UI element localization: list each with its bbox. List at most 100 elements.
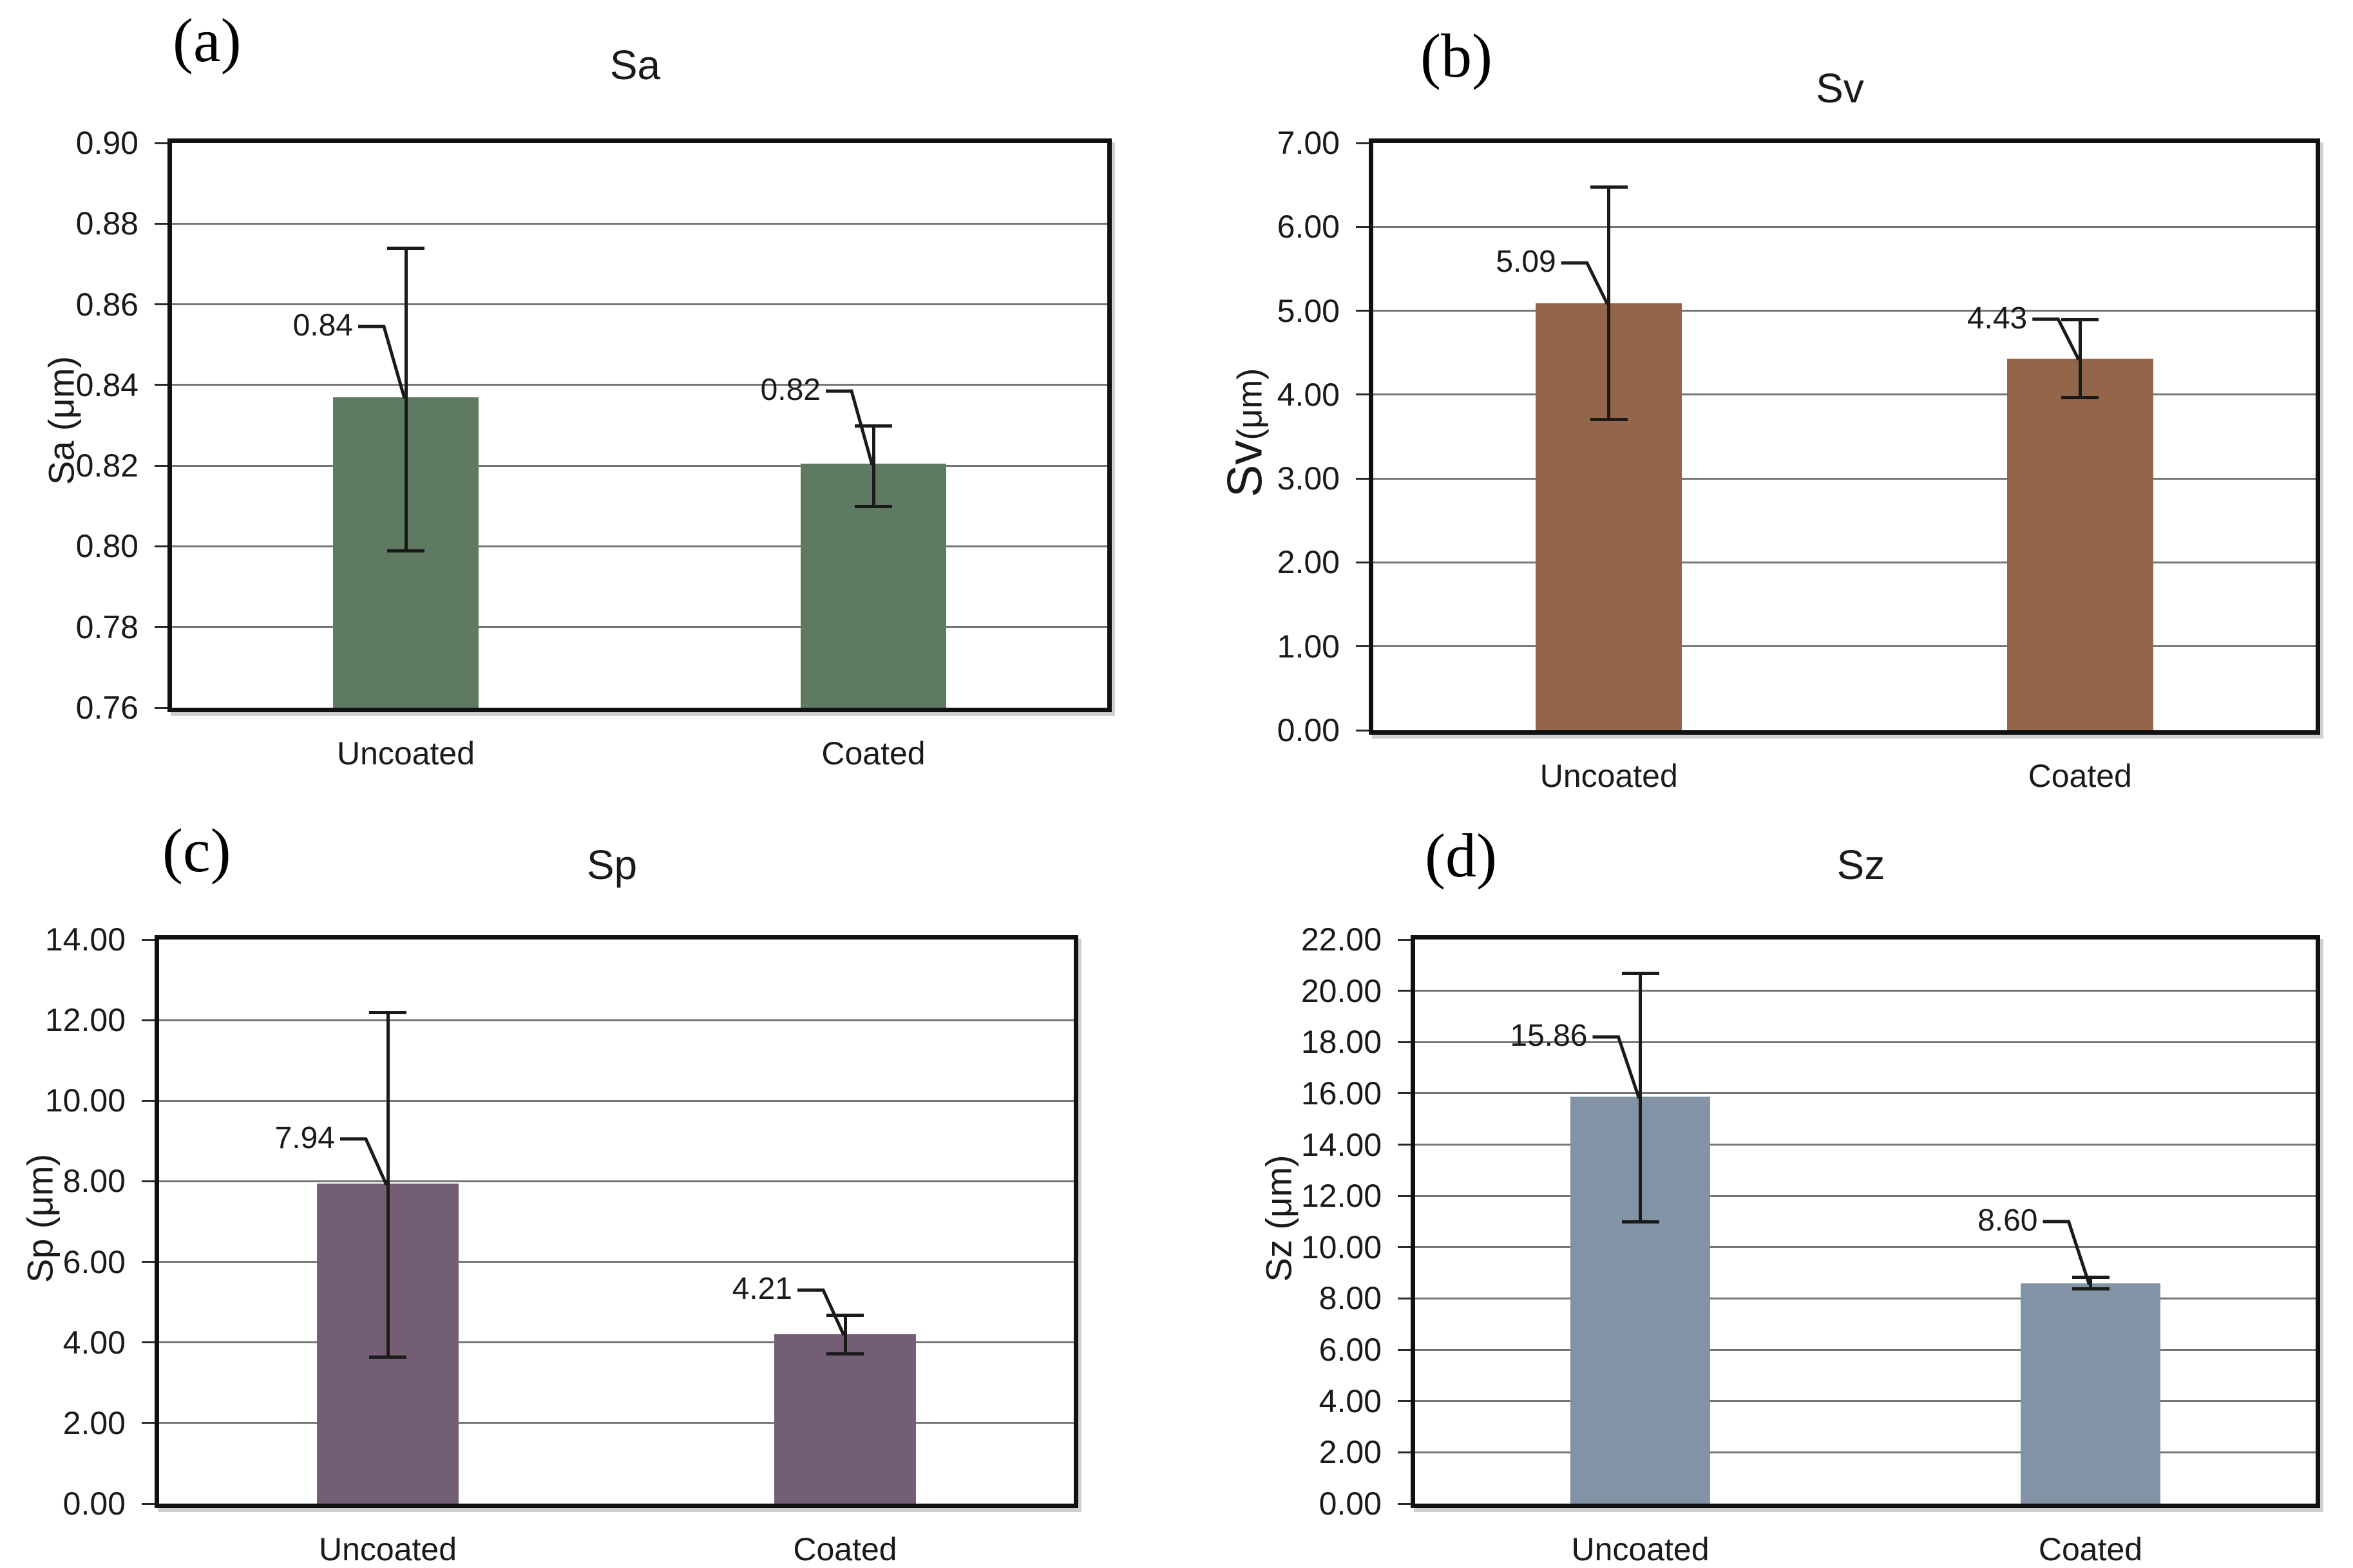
y-axis-tick-label: 0.00 [62,1486,126,1522]
chart-title-sp: Sp [586,842,638,888]
y-axis-tick [1398,1400,1411,1403]
y-axis-tick [142,1099,155,1102]
gridline [172,626,1107,628]
gridline [159,1261,1074,1263]
y-axis-tick [1398,1092,1411,1095]
gridline [1415,1092,2316,1095]
y-axis-tick-label: 4.00 [1277,376,1340,413]
bar-coated [2006,358,2153,730]
y-axis-tick-label: 20.00 [1300,972,1382,1009]
y-axis-tick-label: 0.76 [75,690,138,726]
gridline [159,1341,1074,1344]
value-callout-line [1561,261,1609,305]
callout-lines [1561,261,2081,361]
y-axis-tick-label: 16.00 [1300,1075,1382,1111]
bar-coated [2021,1283,2160,1504]
plot-area-sv: 0.00 1.00 2.00 3.00 4.00 5.00 6.00 7.00 5.09 Unco… [1277,126,2320,794]
gridline [1415,1041,2316,1043]
y-axis-tick [1356,142,1369,144]
y-axis-tick-label: 0.90 [75,125,138,161]
y-axis-tick-label: 1.00 [1277,628,1340,665]
y-axis-tick [1398,1348,1411,1351]
y-axis-tick [142,1502,155,1505]
y-axis-tick [155,464,167,467]
bar-value-label: 4.43 [1967,301,2028,335]
value-callout-line [340,1137,388,1186]
y-axis-tick [155,706,167,709]
error-bar-cap-bottom [855,504,892,508]
panel-letter-c: (c) [162,816,231,885]
error-bar-cap-bottom [369,1355,406,1359]
y-axis-tick-label: 6.00 [62,1243,126,1280]
y-axis-tick-label: 4.00 [62,1324,126,1361]
y-axis-tick [142,1180,155,1182]
y-axis-tick [1356,310,1369,312]
error-bar-line [2089,1276,2092,1289]
y-axis-tick-label: 12.00 [1300,1178,1382,1214]
y-axis-tick [1398,1195,1411,1197]
y-axis-tick-label: 2.00 [1277,544,1340,581]
gridline [1415,1297,2316,1299]
bar-value-label: 4.21 [732,1272,792,1307]
error-bar-line [1607,186,1611,419]
y-axis-tick [142,1422,155,1424]
y-axis-tick-label: 0.00 [1277,712,1340,748]
gridline [172,303,1107,306]
gridline [159,1099,1074,1102]
bar-value-label: 8.60 [1977,1204,2038,1238]
error-bar-cap-top [2061,317,2099,321]
y-axis-tick [1398,1144,1411,1146]
y-axis-tick-label: 0.88 [75,205,138,242]
gridline [1415,1144,2316,1146]
y-axis-tick [155,384,167,386]
y-axis-tick-label: 6.00 [1277,209,1340,245]
panel-letter-b: (b) [1420,21,1492,90]
y-axis-tick [155,142,167,144]
callout-lines [340,1137,846,1336]
category-label-uncoated: Uncoated [1571,1531,1710,1567]
y-axis-tick-label: 18.00 [1300,1024,1382,1061]
bar-value-label: 0.82 [760,373,821,408]
value-callout-line [2043,1220,2091,1285]
error-bar-cap-top [1590,185,1628,189]
gridline [1415,990,2316,992]
y-axis-tick [1356,225,1369,228]
y-axis-tick-label: 0.84 [75,366,138,403]
y-axis-tick [1356,561,1369,563]
y-axis-tick [1356,729,1369,732]
panel-letter-d: (d) [1425,821,1497,890]
bar-value-label: 15.86 [1510,1019,1588,1053]
plot-area-sp: 0.00 2.00 4.00 6.00 8.00 10.00 12.00 14.00 7.94 U… [45,923,1078,1567]
y-axis-tick [155,545,167,547]
error-bar-cap-bottom [2061,395,2099,399]
error-bar-cap-bottom [826,1352,864,1356]
y-axis-tick [1356,477,1369,480]
gridline [172,545,1107,547]
y-axis-tick-label: 0.78 [75,609,138,645]
gridline [1373,225,2316,228]
plot-area-sa: 0.76 0.78 0.80 0.82 0.84 0.86 0.88 0.90 0.84 Unco… [76,126,1112,771]
gridline [1415,1400,2316,1403]
y-axis-tick-label: 2.00 [62,1404,126,1441]
error-bar-cap-top [826,1314,864,1318]
y-axis-tick [142,1261,155,1263]
y-axis-tick-label: 22.00 [1300,921,1382,958]
y-axis-tick-label: 7.00 [1277,125,1340,161]
y-axis-tick [1356,645,1369,648]
error-bar-cap-bottom [1590,417,1628,421]
y-axis-tick-label: 10.00 [1300,1229,1382,1265]
bar-value-label: 0.84 [292,308,353,343]
error-bar-cap-top [369,1010,406,1014]
y-axis-tick-label: 0.80 [75,528,138,565]
gridline [1415,1246,2316,1249]
y-axis-tick [155,626,167,628]
y-axis-tick-label: 6.00 [1319,1332,1382,1368]
error-bar-cap-bottom [2072,1287,2110,1291]
callout-lines [1592,1035,2091,1285]
gridline [1415,1195,2316,1197]
error-bar-cap-top [855,424,892,428]
y-axis-tick-label: 0.86 [75,286,138,323]
y-axis-tick-label: 0.82 [75,448,138,484]
